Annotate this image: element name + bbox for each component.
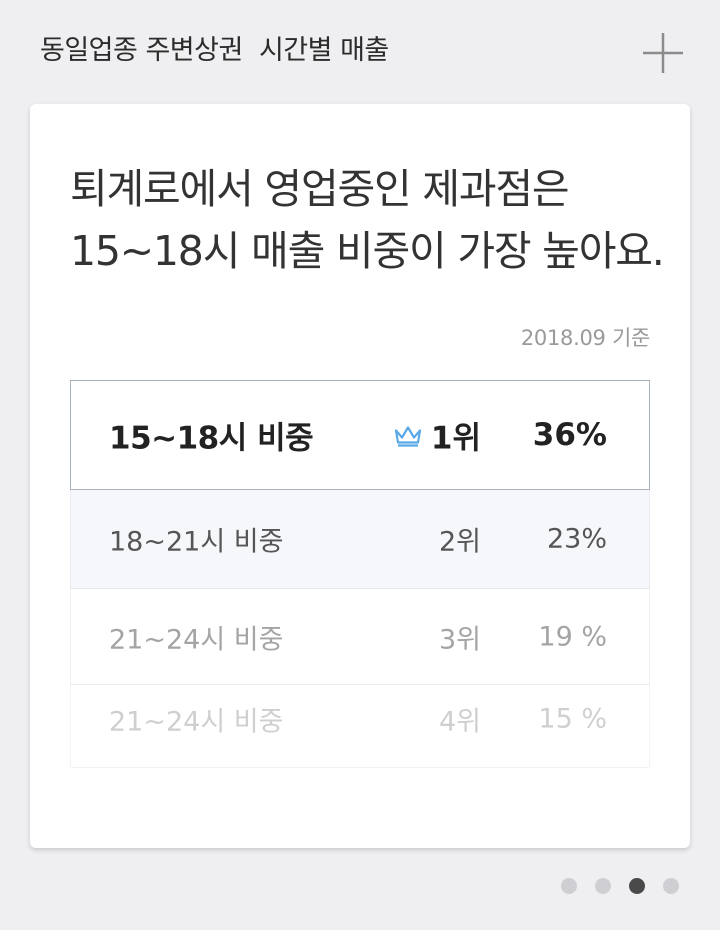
section-title: 동일업종 주변상권 시간별 매출 [40, 35, 389, 66]
crown-icon [393, 423, 423, 447]
rank-row-label: 18~21시 비중 [109, 526, 284, 558]
rank-row-4: 21~24시 비중 4위 15 % [70, 685, 650, 768]
add-button[interactable] [640, 30, 686, 76]
rank-row-2: 18~21시 비중 2위 23% [70, 490, 650, 589]
plus-icon [643, 33, 683, 73]
rank-row-rank: 1위 [393, 413, 481, 458]
headline-line-2: 15~18시 매출 비중이 가장 높아요. [70, 227, 665, 275]
rank-row-label: 21~24시 비중 [109, 624, 284, 655]
rank-row-percent: 19 % [538, 621, 607, 652]
rank-row-percent: 36% [532, 417, 607, 453]
basis-date: 2018.09 기준 [520, 326, 650, 350]
rank-row-percent: 23% [546, 523, 607, 555]
time-sales-card: 퇴계로에서 영업중인 제과점은 15~18시 매출 비중이 가장 높아요. 20… [30, 104, 690, 848]
page-dot-1[interactable] [561, 878, 577, 894]
rank-row-percent: 15 % [538, 703, 607, 735]
rank-value: 1위 [430, 420, 481, 457]
rank-row-3: 21~24시 비중 3위 19 % [70, 589, 650, 685]
rank-row-rank: 2위 [438, 526, 481, 558]
time-rank-table: 15~18시 비중 1위 36% 18~21시 비중 2위 23% 21~24시… [70, 380, 650, 768]
card-headline: 퇴계로에서 영업중인 제과점은 15~18시 매출 비중이 가장 높아요. [70, 158, 670, 282]
page-indicator [561, 878, 679, 894]
page-dot-4[interactable] [663, 878, 679, 894]
page-dot-2[interactable] [595, 878, 611, 894]
rank-row-label: 15~18시 비중 [109, 420, 314, 457]
rank-row-label: 21~24시 비중 [109, 706, 284, 738]
headline-line-1: 퇴계로에서 영업중인 제과점은 [70, 165, 570, 213]
rank-row-rank: 3위 [438, 624, 481, 655]
page-dot-3-active[interactable] [629, 878, 645, 894]
rank-row-rank: 4위 [438, 706, 481, 738]
rank-row-1: 15~18시 비중 1위 36% [70, 380, 650, 490]
